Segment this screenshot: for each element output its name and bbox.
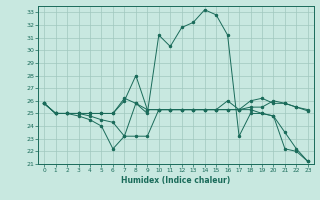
X-axis label: Humidex (Indice chaleur): Humidex (Indice chaleur)	[121, 176, 231, 185]
